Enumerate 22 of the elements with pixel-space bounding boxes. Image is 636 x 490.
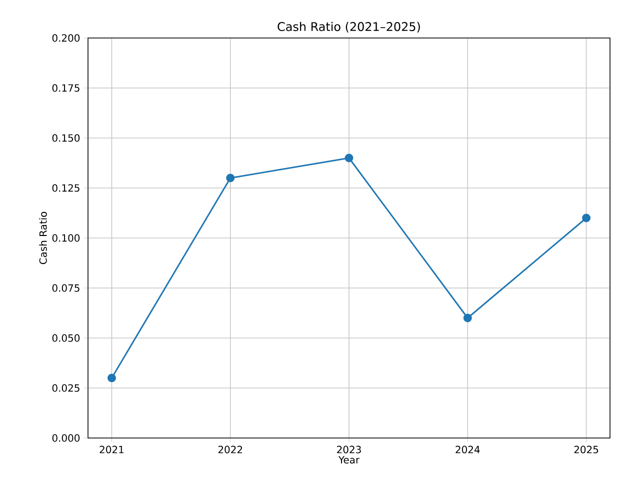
point: [107, 374, 116, 382]
point: [582, 214, 591, 222]
y-tick-label: 0.100: [52, 234, 80, 242]
point: [344, 154, 354, 162]
x-tick-label: 2025: [574, 446, 598, 454]
y-tick-label: 0.150: [52, 134, 80, 142]
y-tick-label: 0.175: [52, 84, 80, 92]
point: [463, 314, 472, 322]
x-tick-label: 2023: [337, 446, 361, 454]
y-tick-label: 0.075: [52, 284, 80, 292]
chart-title: Cash Ratio (2021–2025): [278, 22, 420, 32]
y-tick-label: 0.025: [52, 384, 80, 392]
point: [226, 174, 235, 182]
y-axis-title: Cash Ratio: [39, 212, 47, 264]
y-tick-label: 0.125: [52, 184, 80, 192]
x-tick-label: 2024: [456, 446, 480, 454]
x-axis-title: Year: [338, 456, 360, 464]
x-tick-label: 2022: [218, 446, 242, 454]
x-tick-label: 2021: [100, 446, 124, 454]
y-tick-label: 0.050: [52, 334, 80, 342]
y-tick-label: 0.000: [52, 434, 80, 442]
y-tick-label: 0.200: [52, 34, 80, 42]
